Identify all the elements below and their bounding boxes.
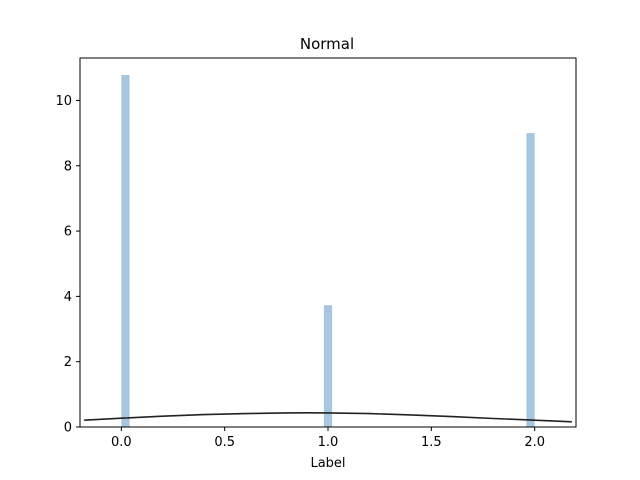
plot-frame: [79, 57, 577, 428]
histogram-bar: [526, 133, 535, 427]
chart-title: Normal: [300, 35, 354, 53]
histogram-bar: [323, 305, 333, 427]
density-curve-group: [84, 411, 572, 423]
histogram-bar: [121, 74, 130, 427]
y-tick-label: 10: [55, 94, 72, 109]
x-tick-label: 0.0: [111, 435, 132, 450]
y-tick-label: 4: [64, 290, 72, 305]
y-tick-label: 0: [64, 421, 72, 436]
y-tick-label: 2: [64, 355, 72, 370]
x-tick-label: 0.5: [214, 435, 235, 450]
x-axis-label: Label: [310, 456, 345, 471]
y-tick-label: 8: [64, 159, 72, 174]
x-tick-label: 1.0: [318, 435, 339, 450]
x-tick-label: 1.5: [421, 435, 442, 450]
x-tick-label: 2.0: [524, 435, 545, 450]
density-line: [84, 411, 572, 423]
x-axis-ticks: 0.0 0.5 1.0 1.5 2.0: [111, 427, 545, 450]
y-tick-label: 6: [64, 225, 72, 240]
y-axis-ticks: 0 2 4 6 8 10: [55, 94, 80, 436]
bars-group: [121, 74, 535, 427]
